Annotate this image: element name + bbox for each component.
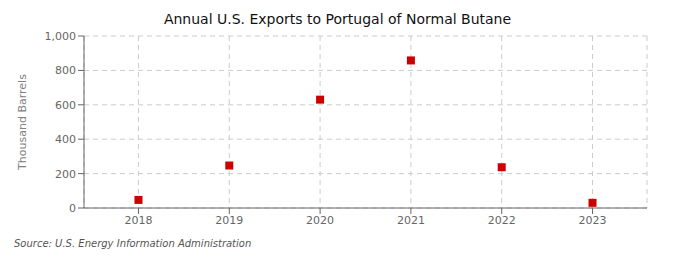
svg-text:0: 0 [69, 202, 76, 215]
svg-text:400: 400 [55, 133, 76, 146]
html-text:Annual U.S. Exports to Portuga: Annual U.S. Exports to Portugal of Norma… [163, 11, 512, 27]
svg-text:2019: 2019 [215, 214, 243, 227]
html-text:Source: U.S. Energy Informatio: Source: U.S. Energy Information Administ… [14, 238, 252, 249]
svg-text:2021: 2021 [397, 214, 425, 227]
svg-text:600: 600 [55, 99, 76, 112]
svg-text:1,000: 1,000 [45, 30, 77, 43]
svg-text:2018: 2018 [124, 214, 152, 227]
svg-text:Thousand Barrels: Thousand Barrels [16, 74, 29, 171]
svg-text:2022: 2022 [488, 214, 516, 227]
svg-text:2020: 2020 [306, 214, 334, 227]
svg-text:200: 200 [55, 168, 76, 181]
svg-text:2023: 2023 [579, 214, 607, 227]
svg-text:800: 800 [55, 64, 76, 77]
